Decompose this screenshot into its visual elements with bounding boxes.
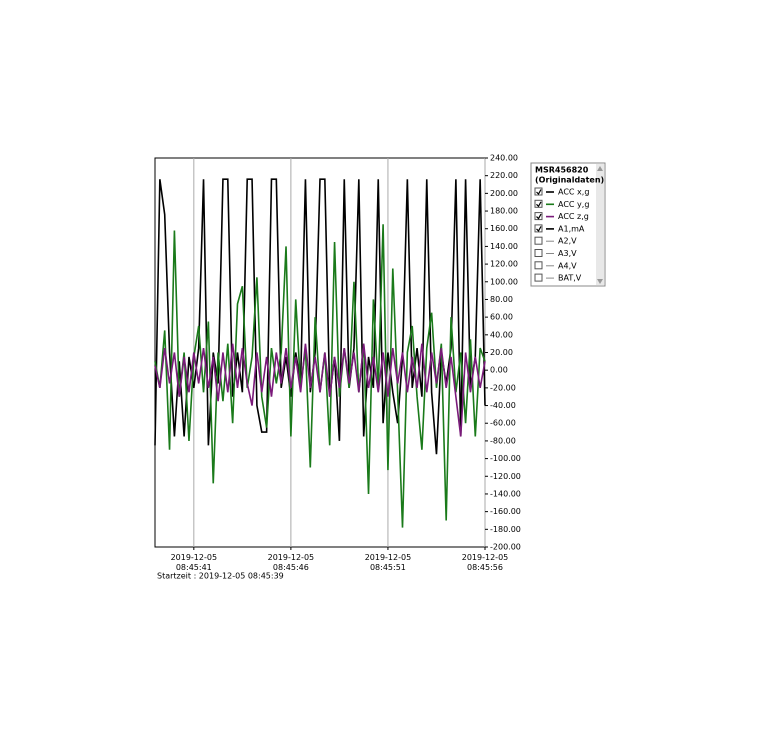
y-tick-label: -60.00 <box>490 419 516 428</box>
legend-label: ACC x,g <box>558 188 589 197</box>
y-tick-label: 100.00 <box>490 277 518 286</box>
series-line <box>154 343 486 437</box>
legend-title: (Originaldaten) <box>535 176 604 185</box>
legend-checkbox[interactable] <box>534 199 543 208</box>
y-tick-label: 240.00 <box>490 154 518 163</box>
legend-label: A1,mA <box>558 224 585 233</box>
x-tick-label: 2019-12-05 08:45:56 <box>462 553 509 572</box>
y-tick-label: 60.00 <box>490 313 513 322</box>
legend-title: MSR456820 <box>535 166 589 175</box>
y-tick-label: -20.00 <box>490 383 516 392</box>
y-tick-label: -140.00 <box>490 489 521 498</box>
scrollbar[interactable] <box>596 164 604 285</box>
y-tick-label: 220.00 <box>490 171 518 180</box>
legend-label: A3,V <box>558 249 577 258</box>
legend-checkbox[interactable] <box>534 224 543 233</box>
y-tick-label: 0.00 <box>490 366 508 375</box>
y-tick-label: -80.00 <box>490 436 516 445</box>
y-tick-label: 200.00 <box>490 189 518 198</box>
y-tick-label: 80.00 <box>490 295 513 304</box>
y-tick-label: 140.00 <box>490 242 518 251</box>
y-tick-label: -180.00 <box>490 525 521 534</box>
y-tick-label: -160.00 <box>490 507 521 516</box>
start-time: Startzeit : 2019-12-05 08:45:39 <box>157 572 284 581</box>
y-tick-label: 20.00 <box>490 348 513 357</box>
y-tick-label: 40.00 <box>490 330 513 339</box>
legend-box <box>530 162 606 287</box>
y-tick-label: 160.00 <box>490 224 518 233</box>
legend-label: BAT,V <box>558 274 582 283</box>
legend-checkbox[interactable] <box>534 187 543 196</box>
legend-label: A2,V <box>558 237 577 246</box>
scroll-down[interactable] <box>597 279 603 284</box>
x-tick-label: 2019-12-05 08:45:46 <box>268 553 315 572</box>
legend-checkbox[interactable] <box>534 273 543 282</box>
legend-checkmark <box>536 226 542 232</box>
legend-checkmark <box>536 189 542 195</box>
legend-checkmark <box>536 213 542 220</box>
legend-label: ACC y,g <box>558 200 589 209</box>
y-tick-label: -120.00 <box>490 472 521 481</box>
legend-checkbox[interactable] <box>534 261 543 270</box>
legend-checkbox[interactable] <box>534 236 543 245</box>
y-tick-label: -100.00 <box>490 454 521 463</box>
x-tick-label: 2019-12-05 08:45:51 <box>365 553 412 572</box>
y-tick-label: -40.00 <box>490 401 516 410</box>
legend-checkmark <box>536 201 542 208</box>
legend-label: A4,V <box>558 261 577 270</box>
scroll-up[interactable] <box>597 166 603 171</box>
y-tick-label: -200.00 <box>490 543 521 552</box>
legend-checkbox[interactable] <box>534 212 543 221</box>
y-tick-label: 180.00 <box>490 207 518 216</box>
y-tick-label: 120.00 <box>490 260 518 269</box>
legend-checkbox[interactable] <box>534 249 543 257</box>
x-tick-label: 2019-12-05 08:45:41 <box>171 553 218 572</box>
legend-label: ACC z,g <box>558 212 589 221</box>
